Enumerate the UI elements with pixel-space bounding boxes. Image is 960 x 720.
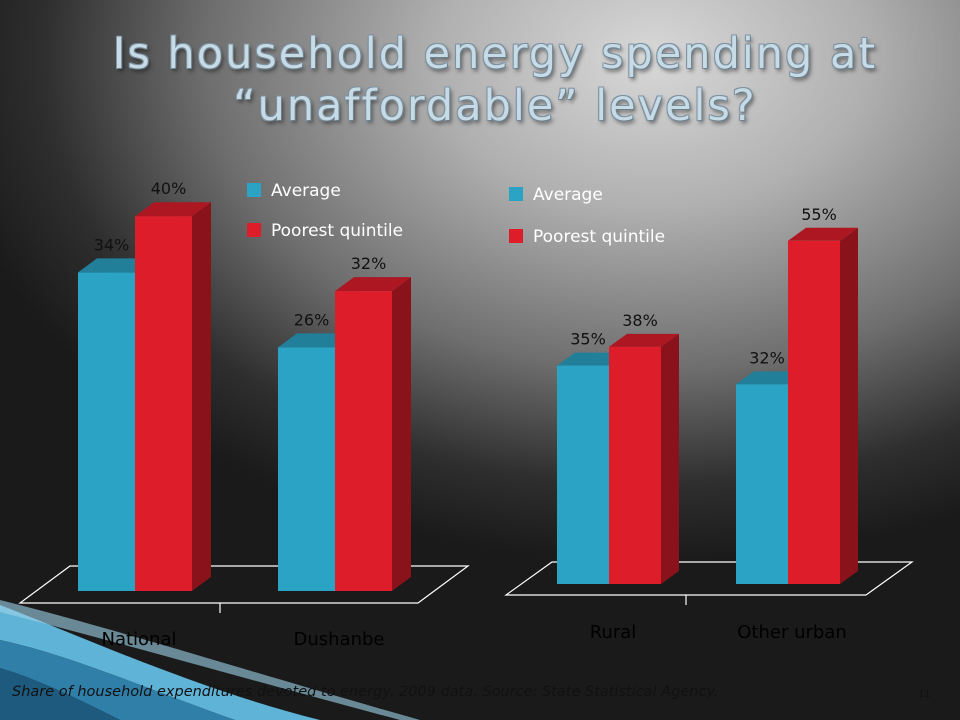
bar-top-poorest-quintile-other-urban (788, 227, 858, 241)
bar-side-poorest-quintile-other-urban (840, 227, 858, 585)
bar-poorest-quintile-other-urban (788, 240, 840, 585)
slide-number: 11 (918, 689, 931, 700)
bar-poorest-quintile-rural (609, 346, 661, 584)
data-label-poorest-quintile-national: 40% (151, 179, 187, 198)
bar-top-poorest-quintile-rural (609, 333, 679, 347)
category-label-rural: Rural (590, 622, 637, 643)
footnote: Share of household expenditures devoted … (12, 684, 719, 700)
bar-average-rural (557, 365, 609, 584)
bar-top-poorest-quintile-dushanbe (335, 277, 411, 292)
x-axis-floor (504, 561, 914, 596)
bar-top-poorest-quintile-national (135, 202, 211, 217)
legend-label-average: Average (533, 185, 603, 205)
data-label-average-national: 34% (94, 235, 130, 254)
data-label-average-other-urban: 32% (749, 348, 785, 367)
bar-average-dushanbe (278, 347, 335, 591)
bar-side-poorest-quintile-dushanbe (392, 277, 411, 591)
bar-average-national (78, 272, 135, 591)
data-label-poorest-quintile-dushanbe: 32% (351, 254, 387, 273)
legend-label-poorest-quintile: Poorest quintile (533, 227, 665, 247)
bar-poorest-quintile-dushanbe (335, 291, 392, 591)
legend-label-poorest-quintile: Poorest quintile (271, 221, 403, 241)
legend-label-average: Average (271, 181, 341, 201)
category-label-dushanbe: Dushanbe (294, 629, 385, 650)
bar-poorest-quintile-national (135, 216, 192, 591)
x-axis-floor (18, 565, 470, 604)
data-label-poorest-quintile-other-urban: 55% (801, 205, 837, 224)
bar-average-other-urban (736, 384, 788, 584)
chart-rural-other-urban: 35% 38% Rural 32% 55% Other urban Average Poore… (504, 185, 914, 643)
category-label-national: National (101, 629, 176, 650)
data-label-poorest-quintile-rural: 38% (622, 311, 658, 330)
category-label-other-urban: Other urban (737, 622, 847, 643)
legend-swatch-average (247, 183, 261, 197)
data-label-average-rural: 35% (570, 330, 606, 349)
legend-swatch-average (509, 187, 523, 201)
slide-title: Is household energy spending at “unaffor… (112, 29, 878, 131)
bar-side-poorest-quintile-national (192, 202, 211, 591)
data-label-average-dushanbe: 26% (294, 310, 330, 329)
bar-side-poorest-quintile-rural (661, 333, 679, 584)
legend-swatch-poorest-quintile (509, 229, 523, 243)
chart-national-dushanbe: 34% 40% National 26% 32% Dushanbe Average Poore… (18, 179, 470, 650)
legend-swatch-poorest-quintile (247, 223, 261, 237)
